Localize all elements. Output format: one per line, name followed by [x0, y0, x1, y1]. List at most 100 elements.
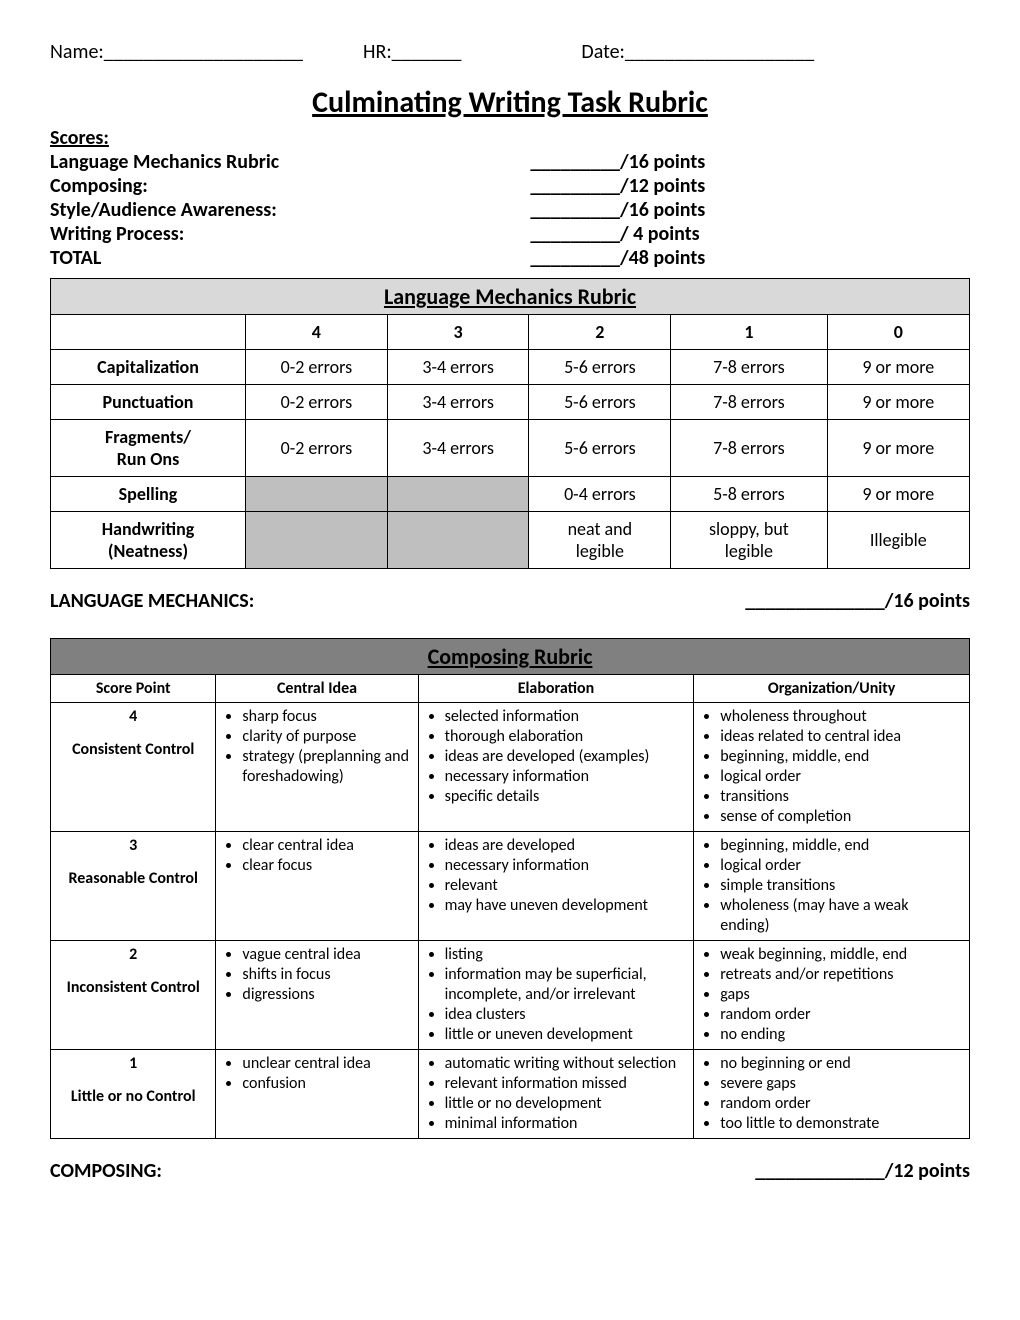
rubric1-title: Language Mechanics Rubric [51, 279, 970, 315]
rubric1-cell: Illegible [827, 512, 969, 569]
rubric2-bullet: beginning, middle, end [720, 836, 961, 856]
rubric1-score-pts: /16 points [885, 589, 970, 613]
rubric2-cell: unclear central ideaconfusion [216, 1050, 418, 1139]
rubric2-score-blank: _____________ [755, 1159, 885, 1183]
rubric1-col-header: 4 [246, 315, 388, 350]
rubric2-col-header: Organization/Unity [694, 675, 970, 703]
rubric2-score-point: 1Little or no Control [51, 1050, 216, 1139]
date-blank: ___________________ [625, 40, 814, 64]
rubric2-cell: selected informationthorough elaboration… [418, 703, 694, 832]
rubric1-cell [246, 512, 388, 569]
rubric2-col-header: Elaboration [418, 675, 694, 703]
rubric2-bullet: sharp focus [242, 707, 409, 727]
rubric1-cell: 3-4 errors [387, 420, 529, 477]
score-row: TOTAL_________/48 points [50, 246, 970, 270]
score-row: Composing:_________/12 points [50, 174, 970, 198]
page-title: Culminating Writing Task Rubric [50, 84, 970, 121]
rubric2-bullet: automatic writing without selection [445, 1054, 686, 1074]
rubric2-bullet: may have uneven development [445, 896, 686, 916]
rubric2-bullet: thorough elaboration [445, 727, 686, 747]
rubric2-bullet: random order [720, 1005, 961, 1025]
rubric1-cell: 9 or more [827, 420, 969, 477]
rubric1-col-header: 3 [387, 315, 529, 350]
hr-label: HR: [363, 40, 392, 64]
rubric2-bullet: clear focus [242, 856, 409, 876]
hr-blank: _______ [392, 40, 462, 64]
rubric1-cell: neat andlegible [529, 512, 671, 569]
rubric2-bullet: logical order [720, 856, 961, 876]
rubric2-title: Composing Rubric [51, 639, 970, 675]
rubric2-bullet: beginning, middle, end [720, 747, 961, 767]
rubric2-bullet: ideas are developed (examples) [445, 747, 686, 767]
rubric2-bullet: idea clusters [445, 1005, 686, 1025]
rubric2-score-pts: /12 points [885, 1159, 970, 1183]
rubric2-cell: listinginformation may be superficial, i… [418, 941, 694, 1050]
rubric2-cell: no beginning or endsevere gapsrandom ord… [694, 1050, 970, 1139]
rubric2-bullet: confusion [242, 1074, 409, 1094]
rubric2-cell: weak beginning, middle, endretreats and/… [694, 941, 970, 1050]
rubric1-score-label: LANGUAGE MECHANICS: [50, 589, 254, 613]
rubric1-cell: 5-6 errors [529, 385, 671, 420]
rubric2-bullet: necessary information [445, 767, 686, 787]
score-row: Style/Audience Awareness:_________/16 po… [50, 198, 970, 222]
rubric1-col-header: 0 [827, 315, 969, 350]
rubric2-bullet: retreats and/or repetitions [720, 965, 961, 985]
rubric2-bullet: relevant information missed [445, 1074, 686, 1094]
rubric2-bullet: too little to demonstrate [720, 1114, 961, 1134]
rubric2-score-line: COMPOSING: _____________ /12 points [50, 1159, 970, 1183]
rubric2-cell: vague central ideashifts in focusdigress… [216, 941, 418, 1050]
score-row: Writing Process:_________/ 4 points [50, 222, 970, 246]
rubric2-score-point: 2Inconsistent Control [51, 941, 216, 1050]
rubric1-cell: 9 or more [827, 350, 969, 385]
rubric2-bullet: gaps [720, 985, 961, 1005]
language-mechanics-table: Language Mechanics Rubric 43210 Capitali… [50, 278, 970, 569]
rubric1-row-label: Capitalization [51, 350, 246, 385]
rubric1-cell: 3-4 errors [387, 350, 529, 385]
rubric2-bullet: strategy (preplanning and foreshadowing) [242, 747, 409, 787]
rubric1-cell: 9 or more [827, 385, 969, 420]
rubric1-row-label: Spelling [51, 477, 246, 512]
rubric2-cell: clear central ideaclear focus [216, 832, 418, 941]
rubric2-bullet: necessary information [445, 856, 686, 876]
scores-heading: Scores: [50, 126, 970, 150]
rubric1-col-header: 1 [671, 315, 827, 350]
rubric1-cell: 0-2 errors [246, 385, 388, 420]
rubric1-cell: 3-4 errors [387, 385, 529, 420]
rubric2-cell: automatic writing without selectionrelev… [418, 1050, 694, 1139]
rubric2-bullet: no beginning or end [720, 1054, 961, 1074]
rubric1-score-blank: ______________ [745, 589, 884, 613]
rubric2-bullet: sense of completion [720, 807, 961, 827]
rubric1-cell: 7-8 errors [671, 350, 827, 385]
composing-table: Composing Rubric Score PointCentral Idea… [50, 638, 970, 1139]
rubric2-bullet: shifts in focus [242, 965, 409, 985]
rubric2-bullet: little or uneven development [445, 1025, 686, 1045]
rubric2-score-point: 3Reasonable Control [51, 832, 216, 941]
rubric2-bullet: clear central idea [242, 836, 409, 856]
rubric2-col-header: Central Idea [216, 675, 418, 703]
rubric1-cell: sloppy, butlegible [671, 512, 827, 569]
rubric2-bullet: no ending [720, 1025, 961, 1045]
rubric1-row-label: Handwriting(Neatness) [51, 512, 246, 569]
rubric2-cell: ideas are developednecessary information… [418, 832, 694, 941]
scores-block: Scores: Language Mechanics Rubric_______… [50, 126, 970, 270]
rubric1-cell: 0-2 errors [246, 420, 388, 477]
rubric2-cell: beginning, middle, endlogical ordersimpl… [694, 832, 970, 941]
rubric2-bullet: unclear central idea [242, 1054, 409, 1074]
rubric2-col-header: Score Point [51, 675, 216, 703]
rubric1-cell [387, 512, 529, 569]
rubric2-bullet: little or no development [445, 1094, 686, 1114]
rubric1-col-header: 2 [529, 315, 671, 350]
rubric2-bullet: relevant [445, 876, 686, 896]
rubric1-cell: 7-8 errors [671, 385, 827, 420]
rubric2-cell: wholeness throughoutideas related to cen… [694, 703, 970, 832]
rubric1-cell [246, 477, 388, 512]
rubric2-cell: sharp focusclarity of purposestrategy (p… [216, 703, 418, 832]
rubric2-bullet: logical order [720, 767, 961, 787]
rubric1-cell [387, 477, 529, 512]
name-label: Name: [50, 40, 104, 64]
date-label: Date: [581, 40, 625, 64]
rubric2-bullet: information may be superficial, incomple… [445, 965, 686, 1005]
rubric2-bullet: clarity of purpose [242, 727, 409, 747]
rubric2-bullet: ideas related to central idea [720, 727, 961, 747]
rubric2-bullet: transitions [720, 787, 961, 807]
